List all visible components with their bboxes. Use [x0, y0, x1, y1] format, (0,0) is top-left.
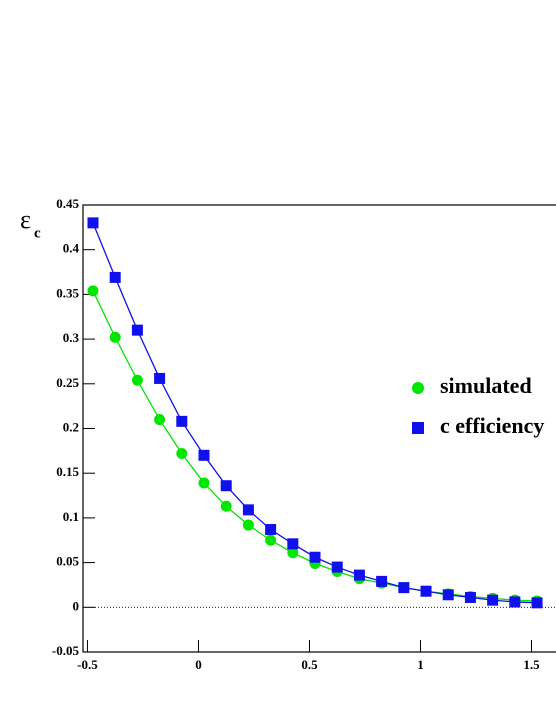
legend-label: simulated — [440, 373, 532, 398]
marker — [109, 271, 121, 283]
marker — [442, 589, 454, 601]
y-tick-label: 0.25 — [56, 375, 79, 390]
marker — [487, 594, 499, 606]
marker — [176, 415, 188, 427]
marker — [198, 449, 210, 461]
marker — [87, 285, 99, 297]
y-tick-label: 0.35 — [56, 285, 79, 300]
x-tick-label: 0 — [195, 657, 202, 672]
marker — [265, 524, 277, 536]
y-tick-label: 0.45 — [56, 196, 79, 211]
marker — [176, 448, 188, 460]
y-tick-label: 0.4 — [63, 241, 80, 256]
marker — [154, 372, 166, 384]
marker — [242, 519, 254, 531]
y-axis-label-subscript: c — [34, 225, 41, 241]
y-tick-label: 0.2 — [63, 419, 79, 434]
marker — [242, 504, 254, 516]
marker — [154, 414, 166, 426]
marker — [531, 597, 543, 609]
marker — [131, 374, 143, 386]
y-tick-label: 0 — [73, 598, 80, 613]
marker — [353, 569, 365, 581]
marker — [287, 547, 299, 559]
marker — [420, 585, 432, 597]
marker — [265, 534, 277, 546]
marker — [87, 217, 99, 229]
y-tick-label: 0.15 — [56, 464, 79, 479]
marker — [131, 324, 143, 336]
marker — [220, 500, 232, 512]
marker — [109, 331, 121, 343]
marker — [464, 591, 476, 603]
y-axis-label: ε — [20, 205, 31, 234]
legend-marker — [412, 422, 424, 434]
y-tick-label: 0.3 — [63, 330, 80, 345]
marker — [376, 575, 388, 587]
marker — [198, 477, 210, 489]
x-tick-label: -0.5 — [77, 657, 98, 672]
marker — [509, 596, 521, 608]
y-tick-label: 0.05 — [56, 554, 79, 569]
legend-label: c efficiency — [440, 413, 544, 438]
marker — [287, 538, 299, 550]
x-tick-label: 0.5 — [301, 657, 318, 672]
legend-marker — [412, 382, 424, 394]
x-tick-label: 1.5 — [523, 657, 540, 672]
y-tick-label: -0.05 — [52, 643, 80, 658]
y-tick-label: 0.1 — [63, 509, 79, 524]
marker — [398, 582, 410, 594]
marker — [331, 561, 343, 573]
marker — [309, 551, 321, 563]
x-tick-label: 1 — [417, 657, 424, 672]
marker — [220, 480, 232, 492]
